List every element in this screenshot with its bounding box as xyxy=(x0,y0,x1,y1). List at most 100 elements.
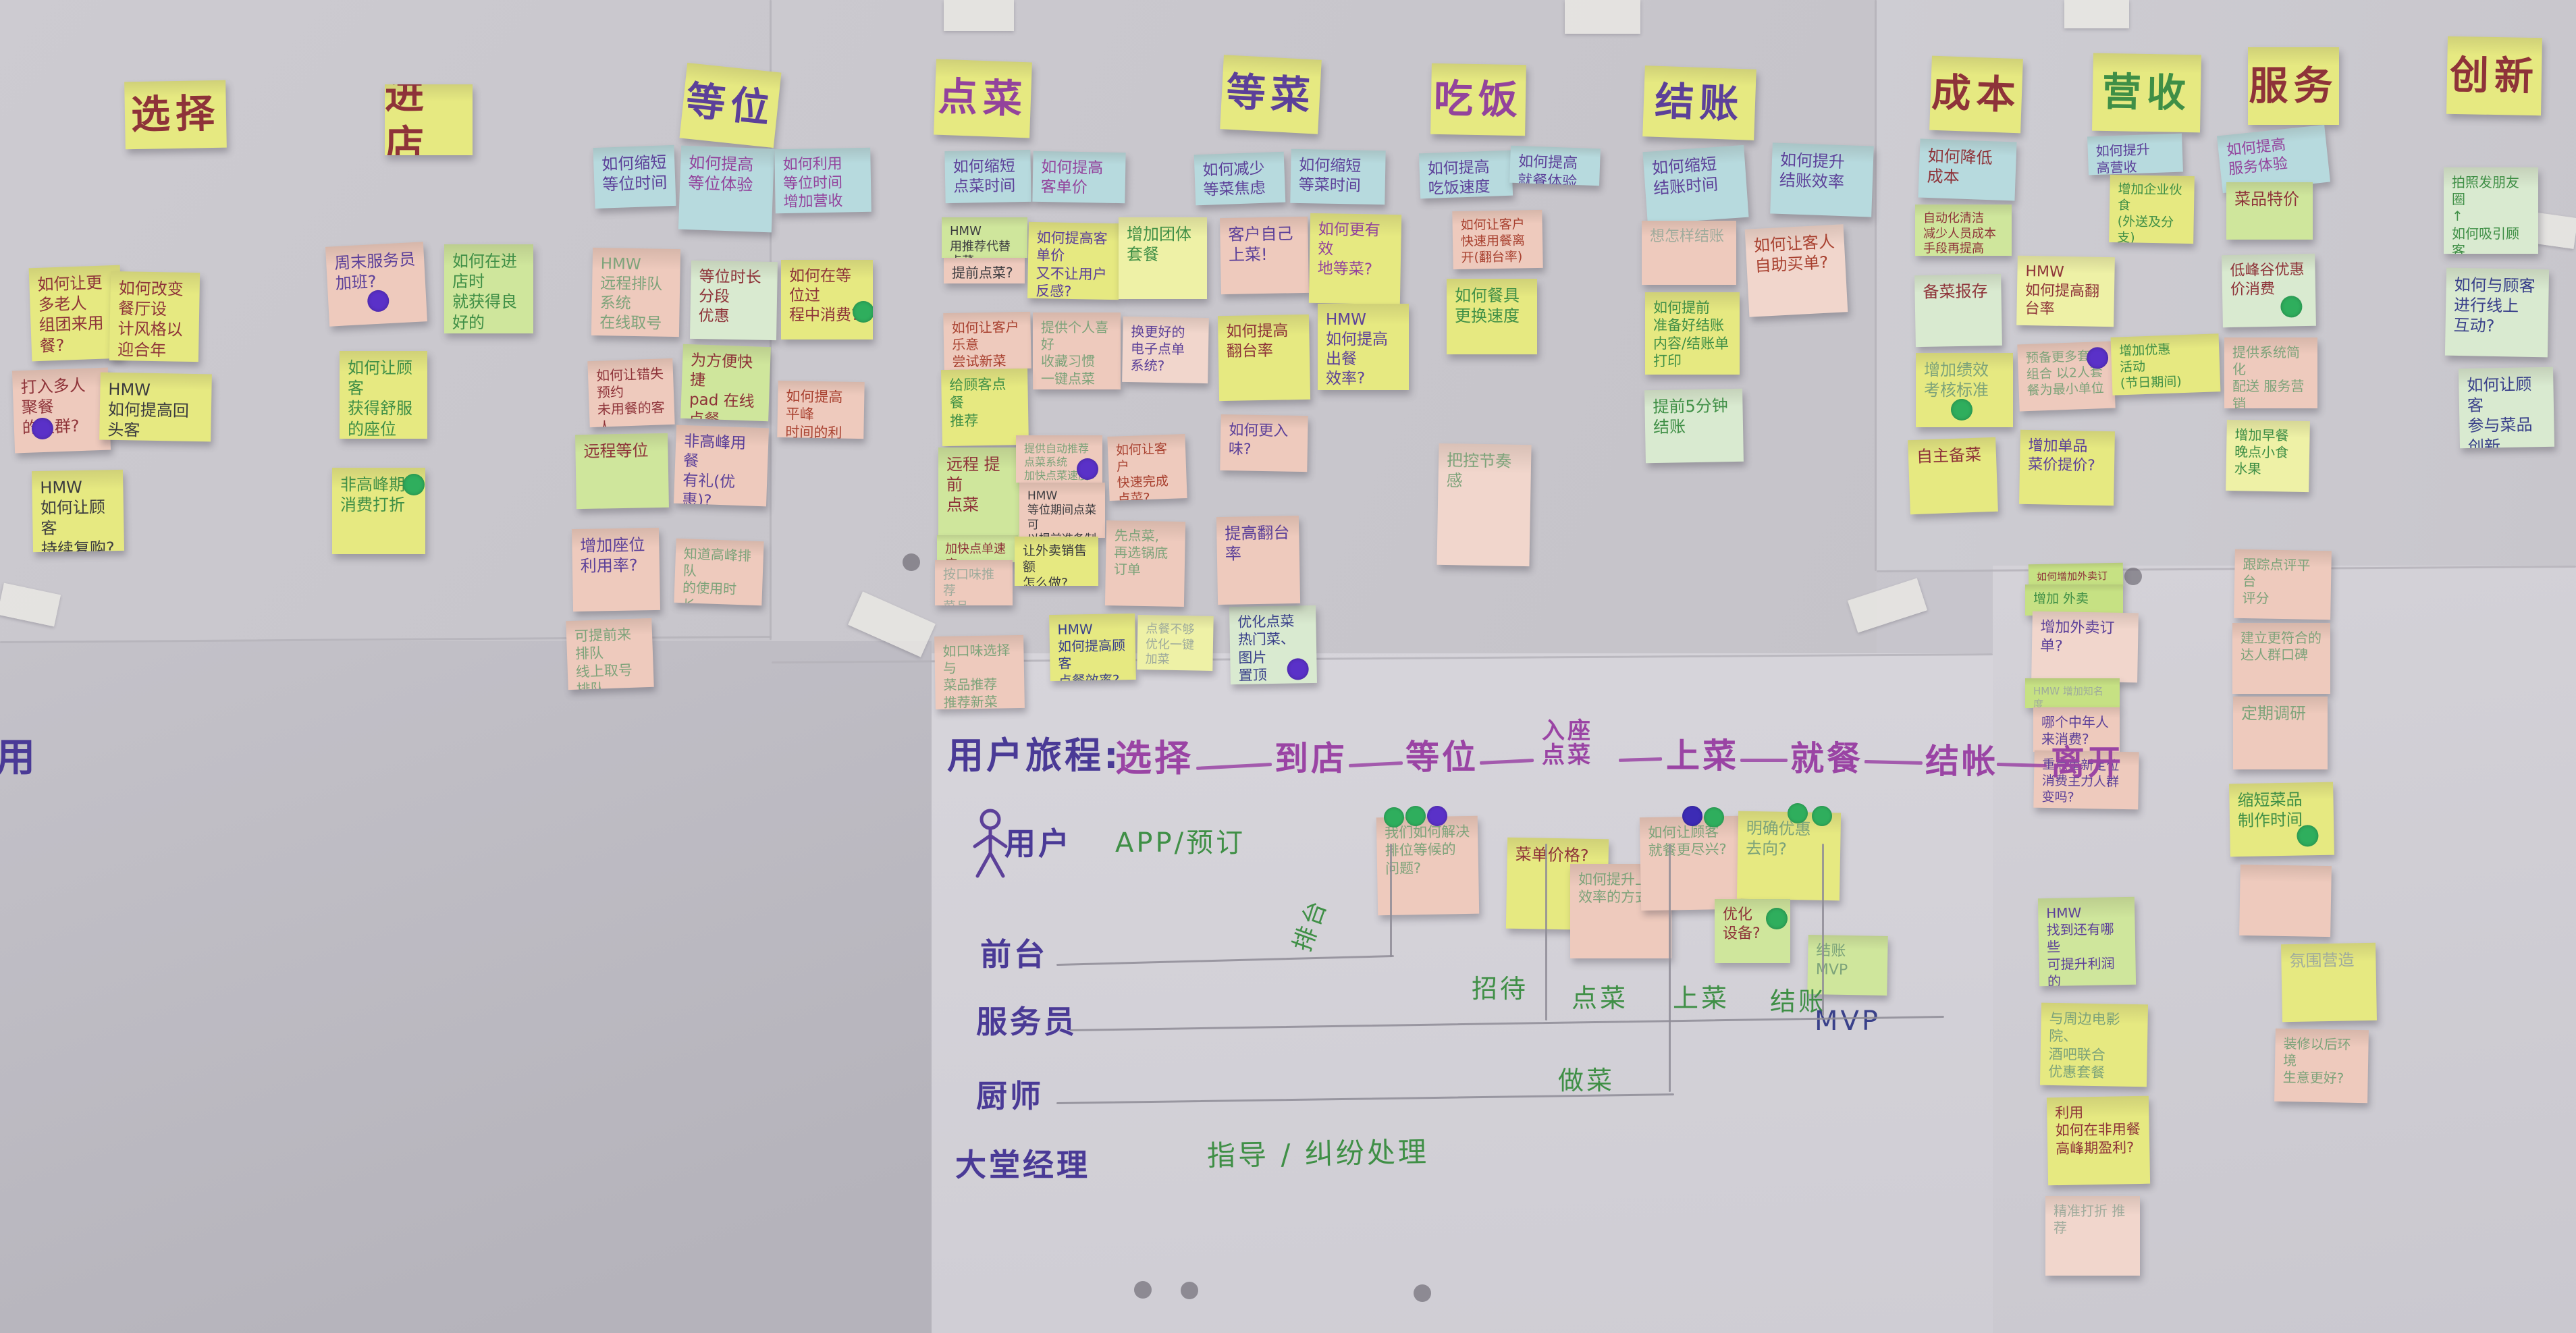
journey-line xyxy=(1390,844,1392,957)
sticky-note: 如何提高平峰 时间的利用率? xyxy=(777,380,865,439)
sticky-note: 哪个中年人 来消费? xyxy=(2033,707,2120,752)
sticky-note: 低峰谷优惠 价消费 xyxy=(2222,253,2316,328)
sticky-note: HMW 找到还有哪些 可提升利润的 商业、服务? xyxy=(2037,896,2137,987)
sticky-note: 如何提升 结账效率 xyxy=(1770,142,1874,217)
sticky-note: 如何让客人 自助买单? xyxy=(1744,224,1848,317)
dot-sticker xyxy=(2296,824,2319,847)
sticky-note: 让外卖销售额 怎么做? xyxy=(1015,537,1098,586)
sticky-note: 装修以后环境 生意更好? xyxy=(2274,1028,2369,1104)
sticky-note: 增加团体 套餐 xyxy=(1119,217,1207,299)
dot-sticker xyxy=(1788,803,1808,823)
column-header: 吃饭 xyxy=(1430,63,1526,136)
journey-stage: 就餐 xyxy=(1790,739,1863,778)
journey-stage: 选择 xyxy=(1115,737,1193,780)
sticky-note: 把控节奏感 xyxy=(1437,443,1532,567)
sticky-note: 提高翻台率 xyxy=(1216,515,1301,605)
sticky-note: 精准打折 推荐 xyxy=(2045,1196,2140,1276)
sticky-note: 如何利用 等位时间 增加营收 xyxy=(774,147,871,214)
journey-annotation: 结账 xyxy=(1770,987,1827,1016)
punch-hole xyxy=(903,553,920,571)
sticky-note: 提供系统简化 配送 服务营销 xyxy=(2224,337,2317,408)
journey-annotation: 指导 / 纠纷处理 xyxy=(1206,1135,1430,1172)
column-header: 选择 xyxy=(124,80,227,150)
dot-sticker xyxy=(1682,806,1702,826)
dot-sticker xyxy=(1766,908,1788,930)
journey-stage: 离开 xyxy=(2051,743,2124,782)
column-header: 进店 xyxy=(385,84,473,155)
sticky-note: 与周边电影院、 酒吧联合 优惠套餐 xyxy=(2039,1002,2149,1087)
lane-label: 厨师 xyxy=(976,1078,1044,1114)
sticky-note: 如何提高翻台率 xyxy=(1217,314,1311,402)
sticky-note: 增加绩效 考核标准 xyxy=(1916,353,2013,427)
sticky-note: HMW 用推荐代替 点菜 xyxy=(942,217,1027,258)
user-figure-icon xyxy=(973,809,1008,878)
sticky-note: 远程 提前 点菜 xyxy=(938,447,1021,538)
dot-sticker xyxy=(1287,658,1310,680)
sticky-note: 非高峰期 消费打折 xyxy=(332,468,425,554)
sticky-note: HMW 等位期间点菜可 以提前准备制作 xyxy=(1019,483,1105,538)
sticky-note: 增加早餐 晚点小食 水果 xyxy=(2226,419,2310,493)
sticky-note: HMW 如何提高出餐 效率? xyxy=(1318,304,1409,390)
dot-sticker xyxy=(1405,806,1426,826)
sticky-note: 给顾客点餐 推荐 xyxy=(941,368,1029,447)
sticky-note: HMW 如何提高顾客 点餐效率? xyxy=(1049,613,1136,682)
sticky-note: 加快点单速度 xyxy=(937,535,1018,562)
sticky-note: 如口味选择与 菜品推荐 推荐新菜 xyxy=(934,634,1025,710)
sticky-note: 远程等位 xyxy=(575,433,669,510)
sticky-note: 预备更多套餐 组合 以2人套 餐为最小单位 xyxy=(2017,341,2116,412)
sticky-note: 如何提前 准备好结账 内容/结账单 打印 xyxy=(1645,292,1740,375)
journey-stage: 到店 xyxy=(1274,739,1347,778)
journey-title: 用户旅程: xyxy=(947,734,1121,777)
tape-strip xyxy=(2064,0,2129,28)
lane-label: 前台 xyxy=(980,936,1048,973)
sticky-note: 如何改变餐厅设 计风格以迎合年 轻人的审美? xyxy=(109,271,200,362)
sticky-note: 如何让顾客 获得舒服 的座位 xyxy=(340,351,427,439)
sticky-note: 备菜报存 xyxy=(1914,273,2002,348)
journey-stage: 入座 点菜 xyxy=(1542,717,1593,769)
sticky-note: 如何缩短 结账时间 xyxy=(1642,144,1749,225)
sticky-note: 氛围营造 xyxy=(2281,942,2377,1023)
tape-strip xyxy=(1565,0,1640,34)
sticky-note: 知道高峰排队 的使用时长、 预计等位时间 xyxy=(674,538,764,606)
sticky-note: 如何更有效 地等菜? xyxy=(1308,213,1402,305)
sticky-note: 换更好的 电子点单 系统? xyxy=(1122,316,1209,384)
dot-sticker xyxy=(2086,346,2109,369)
punch-hole xyxy=(1134,1281,1152,1299)
column-header: 服务 xyxy=(2248,47,2339,125)
dot-sticker xyxy=(1427,806,1447,826)
sticky-note: 缩短菜品 制作时间 xyxy=(2229,782,2334,857)
journey-annotation: APP/预订 xyxy=(1115,827,1246,859)
sticky-note: 增加 外卖 xyxy=(2025,584,2123,616)
sticky-note: 增加座位 利用率? xyxy=(571,527,661,612)
journey-line xyxy=(1669,844,1671,1092)
sticky-note: 优化 设备? xyxy=(1715,899,1790,963)
edge-partial-text: 用 xyxy=(0,734,38,780)
dot-sticker xyxy=(2280,296,2303,318)
sticky-note: 菜品特价 xyxy=(2226,182,2313,240)
punch-hole xyxy=(1181,1282,1198,1299)
punch-hole xyxy=(1414,1284,1431,1302)
sticky-note: HMW 如何提高回头客 的复购率? xyxy=(99,372,212,442)
sticky-note: HMW 如何提高翻 台率 xyxy=(2016,255,2115,327)
sticky-note: 自动化清洁 减少人员成本 手段再提高 xyxy=(1915,205,2012,256)
journey-line xyxy=(1545,844,1547,1021)
sticky-note: 增加外卖订单? xyxy=(2031,611,2139,683)
lane-label: 服务员 xyxy=(976,1004,1077,1040)
journey-line xyxy=(1740,759,1788,762)
journey-annotation: MVP xyxy=(1815,1006,1881,1037)
dot-sticker xyxy=(402,473,425,495)
punch-hole xyxy=(2124,568,2142,585)
tape-strip xyxy=(944,0,1014,31)
sticky-note: 跟踪点评平台 评分 xyxy=(2234,549,2332,620)
column-header: 等位 xyxy=(679,62,782,148)
sticky-note: 想怎样结账 xyxy=(1642,221,1736,285)
sticky-note: 如何缩短 等位时间 xyxy=(593,144,676,209)
sticky-note: 如何在等位过 程中消费? xyxy=(781,260,873,339)
sticky-note: 增加单品 菜价提价? xyxy=(2019,429,2115,506)
sticky-note: 定期调研 xyxy=(2233,697,2328,769)
journey-annotation: 上菜 xyxy=(1673,983,1730,1013)
sticky-note: 如何让顾客 就餐更尽兴? xyxy=(1639,815,1742,911)
sticky-note: 为方便快捷 pad 在线点餐 xyxy=(680,344,771,422)
sticky-note: 如何降低 成本 xyxy=(1918,138,2017,201)
journey-annotation: 做菜 xyxy=(1558,1066,1615,1095)
